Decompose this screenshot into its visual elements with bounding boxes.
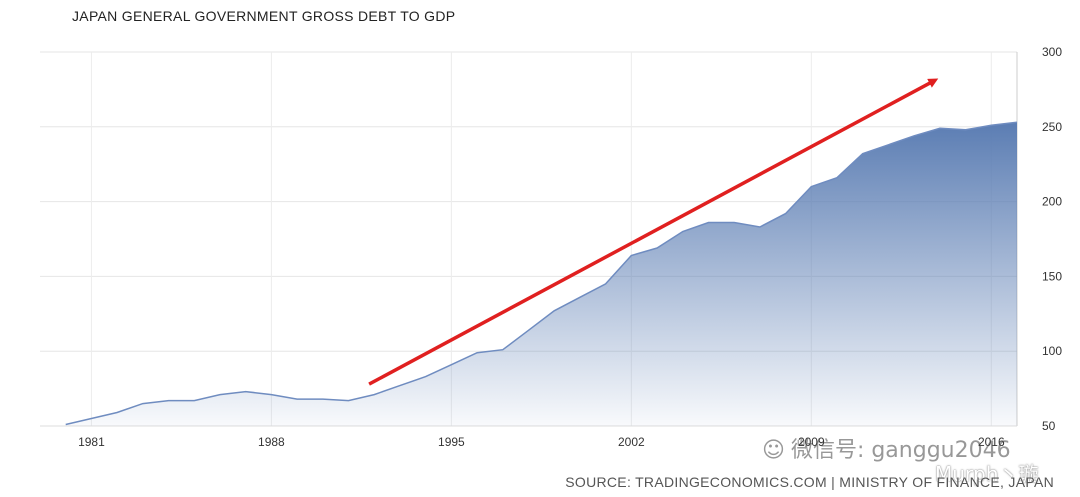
data-point [398,384,401,387]
y-tick-label: 250 [1042,120,1062,134]
x-axis: 1981 1988 1995 2002 2009 2016 [78,435,1005,449]
data-point [733,221,736,224]
wechat-watermark: ☺ 微信号: ganggu2046 [762,432,1011,464]
data-point [373,393,376,396]
data-point [553,309,556,312]
data-point [990,124,993,127]
data-point [1016,121,1019,124]
data-point [938,127,941,130]
data-point [964,128,967,131]
data-point [424,375,427,378]
trend-arrow [368,78,939,386]
data-point [501,348,504,351]
data-point [218,393,221,396]
data-point [193,399,196,402]
data-point [578,296,581,299]
x-tick-label: 1988 [258,435,285,449]
data-point [913,134,916,137]
x-tick-label: 2016 [978,435,1005,449]
area-fill [65,122,1017,427]
data-point [861,152,864,155]
y-tick-label: 300 [1042,45,1062,59]
x-tick-label: 1995 [438,435,465,449]
annotation-layer [368,78,939,386]
data-point [810,185,813,188]
y-axis: 50 100 150 200 250 300 [1042,45,1062,433]
y-tick-label: 100 [1042,344,1062,358]
wechat-icon: ☺ [762,438,785,463]
data-point [90,417,93,420]
data-point [758,226,761,229]
x-tick-label: 1981 [78,435,105,449]
data-point [476,351,479,354]
series-line [65,121,1018,426]
data-point [836,176,839,179]
data-point [167,399,170,402]
data-point [784,212,787,215]
data-point [604,282,607,285]
data-point [450,363,453,366]
y-tick-label: 200 [1042,195,1062,209]
data-point [656,246,659,249]
data-point [116,411,119,414]
y-tick-label: 50 [1042,419,1056,433]
data-point [630,254,633,257]
chart-source: SOURCE: TRADINGECONOMICS.COM | MINISTRY … [565,474,1054,490]
x-tick-label: 2002 [618,435,645,449]
area-layer [64,121,1019,427]
y-tick-label: 150 [1042,269,1062,283]
data-point [296,398,299,401]
data-point [707,221,710,224]
data-point [527,329,530,332]
data-point [887,143,890,146]
data-point [64,423,67,426]
data-point [321,398,324,401]
weibo-watermark: Murph丶璇 [935,462,1039,486]
wechat-watermark-text: 微信号: ganggu2046 [790,438,1011,463]
data-point [244,390,247,393]
data-point [347,399,350,402]
chart-title: JAPAN GENERAL GOVERNMENT GROSS DEBT TO G… [72,8,456,24]
data-point [681,230,684,233]
x-tick-label: 2009 [798,435,825,449]
data-point [141,402,144,405]
data-point [270,393,273,396]
